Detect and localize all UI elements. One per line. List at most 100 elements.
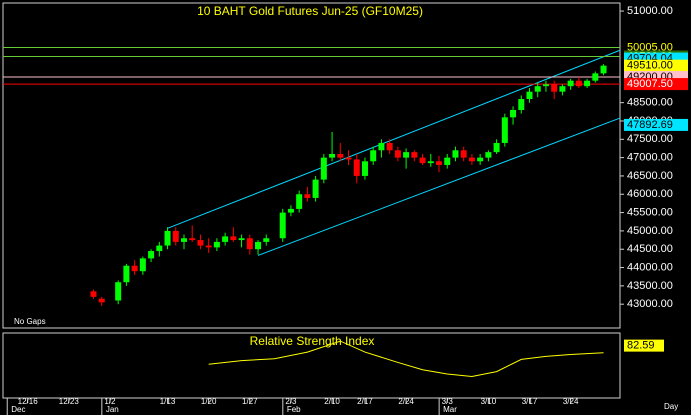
candle-body [534, 86, 541, 92]
x-tick-label: 3/24 [563, 397, 579, 406]
candle-body [518, 98, 525, 110]
candle-body [345, 157, 352, 160]
x-tick-label: 3/3 [442, 397, 454, 406]
candle-body [394, 150, 401, 158]
candle-body [361, 161, 368, 176]
x-tick-label: 12/16 [18, 397, 39, 406]
candle-body [230, 236, 237, 241]
candle-body [411, 152, 418, 158]
channel-line [257, 117, 621, 256]
candle-body [172, 230, 179, 242]
y-tick-label: 43500.00 [627, 280, 673, 292]
y-tick-label: 44500.00 [627, 243, 673, 255]
y-tick-label: 43000.00 [627, 298, 673, 310]
rsi-value-label: 82.59 [627, 340, 655, 352]
candle-body [205, 245, 212, 248]
x-tick-label: 2/24 [398, 397, 414, 406]
candle-body [510, 109, 517, 118]
annotation: No Gaps [14, 317, 46, 326]
y-tick-label: 46000.00 [627, 188, 673, 200]
candle-body [337, 153, 344, 158]
candle-body [98, 298, 105, 303]
channel-line [167, 49, 621, 229]
x-tick-label: 12/23 [59, 397, 80, 406]
level-label: 49704.04 [627, 52, 673, 64]
candle-body [197, 240, 204, 246]
x-tick-label: 3/10 [481, 397, 497, 406]
y-tick-label: 46500.00 [627, 170, 673, 182]
candle-body [468, 157, 475, 162]
y-tick-label: 51000.00 [627, 5, 673, 17]
candle-body [592, 73, 599, 81]
x-axis-label: Day [664, 402, 678, 411]
rsi-value-box [624, 339, 664, 352]
candle-body [444, 157, 451, 165]
candle-body [279, 212, 286, 239]
x-tick-label: 2/17 [357, 397, 373, 406]
x-tick-label: 1/2 [104, 397, 116, 406]
candle-body [575, 80, 582, 87]
candle-body [584, 80, 591, 87]
candle-body [329, 153, 336, 158]
candle-body [148, 251, 155, 259]
candle-body [312, 179, 319, 198]
x-tick-label: 2/3 [285, 397, 297, 406]
candle-body [123, 265, 130, 283]
x-tick-label: 1/13 [160, 397, 176, 406]
candle-body [255, 241, 262, 250]
candle-body [452, 150, 459, 158]
candle-body [460, 150, 467, 158]
candle-body [501, 117, 508, 143]
month-label: Jan [106, 405, 119, 414]
candle-body [246, 238, 253, 250]
x-tick-label: 2/10 [324, 397, 340, 406]
candle-body [436, 161, 443, 165]
candle-body [287, 208, 294, 213]
candle-body [304, 194, 311, 198]
x-tick-label: 1/20 [201, 397, 217, 406]
candle-body [164, 230, 171, 246]
month-label: Mar [443, 405, 457, 414]
candle-body [353, 159, 360, 176]
candle-body [156, 245, 163, 252]
candle-body [600, 65, 607, 74]
month-label: Feb [287, 405, 301, 414]
candle-body [386, 142, 393, 151]
candle-body [238, 238, 245, 241]
level-box [624, 118, 688, 131]
candle-body [320, 157, 327, 180]
candle-body [493, 142, 500, 153]
candle-body [485, 152, 492, 158]
level-box [624, 59, 688, 72]
candle-body [551, 84, 558, 92]
y-tick-label: 47500.00 [627, 133, 673, 145]
candle-body [559, 86, 566, 92]
month-label: Dec [11, 405, 25, 414]
y-tick-label: 47000.00 [627, 152, 673, 164]
candle-body [189, 238, 196, 241]
level-label: 49510.00 [627, 60, 673, 72]
x-tick-label: 3/17 [522, 397, 538, 406]
x-tick-label: 1/27 [242, 397, 258, 406]
candle-body [296, 194, 303, 209]
level-label: 49007.50 [627, 78, 673, 90]
candle-body [115, 282, 122, 301]
rsi-title: Relative Strength Index [250, 334, 375, 348]
candle-body [90, 291, 97, 297]
level-box [624, 52, 688, 65]
candle-body [542, 84, 549, 87]
candle-body [263, 238, 270, 242]
candle-body [222, 236, 229, 242]
candle-body [526, 91, 533, 99]
level-label: 47892.69 [627, 119, 673, 131]
candle-body [370, 150, 377, 162]
candle-body [378, 142, 385, 151]
candle-body [139, 258, 146, 272]
y-tick-label: 44000.00 [627, 261, 673, 273]
rsi-line [208, 340, 604, 377]
y-tick-label: 45500.00 [627, 206, 673, 218]
candle-body [419, 157, 426, 164]
y-tick-label: 45000.00 [627, 225, 673, 237]
